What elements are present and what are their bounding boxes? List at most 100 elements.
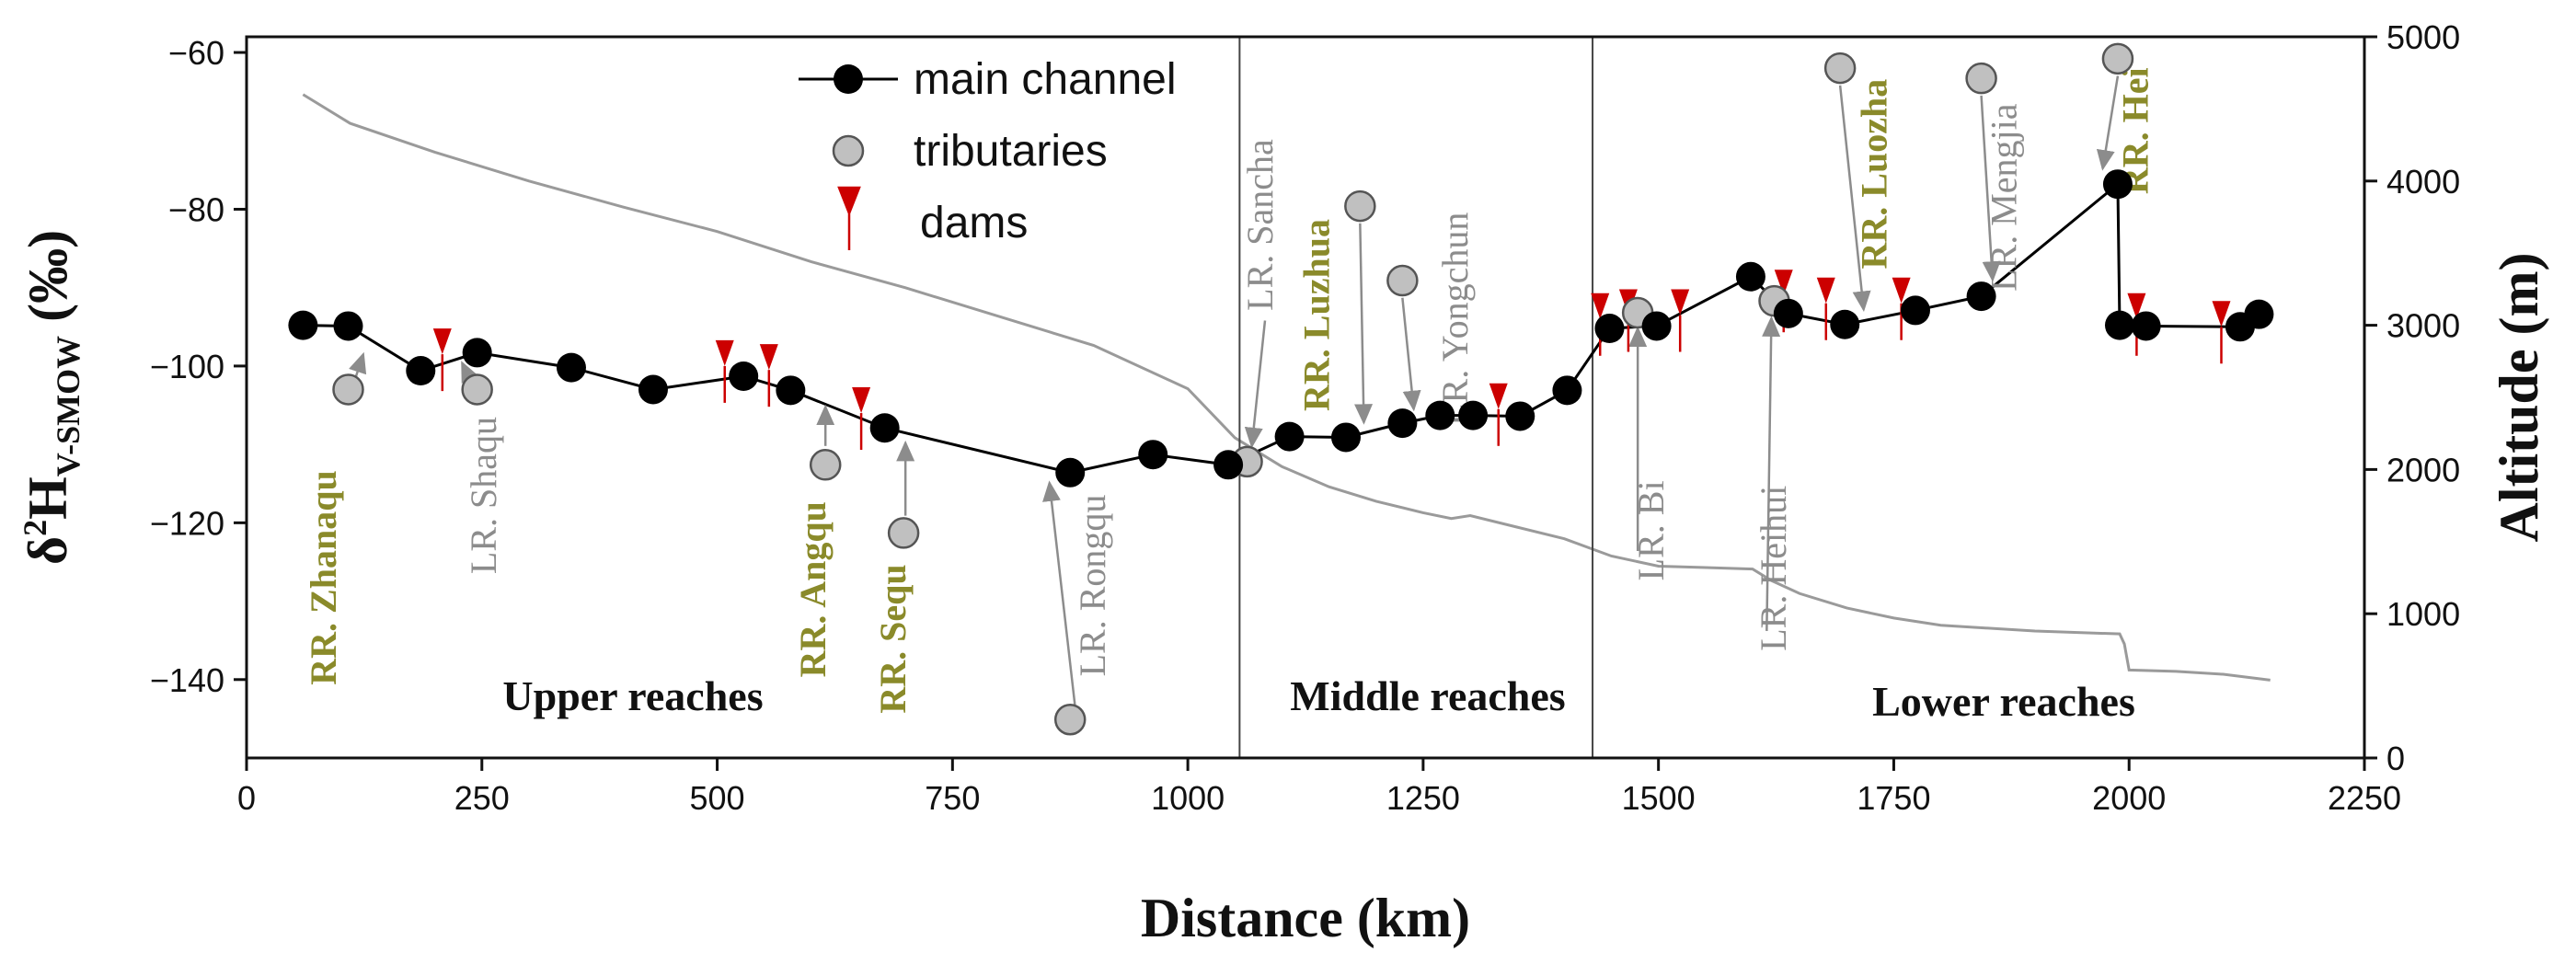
tributary-point-7 bbox=[1386, 264, 1419, 297]
y-right-tick-label-4: 1000 bbox=[2386, 595, 2460, 633]
y-axis-left-title-sub: V-SMOW bbox=[50, 336, 86, 476]
main-channel-point-16 bbox=[1458, 400, 1489, 430]
annotation-arrow-yongchun bbox=[1401, 297, 1421, 412]
tributary-point-4 bbox=[1053, 703, 1087, 736]
y-right-tick-label-1: 4000 bbox=[2386, 163, 2460, 201]
main-channel-point-15 bbox=[1425, 400, 1455, 430]
main-channel-point-11 bbox=[1213, 450, 1244, 480]
y-left-tick-label-4: −140 bbox=[150, 661, 224, 699]
x-tick-label-2: 500 bbox=[690, 779, 745, 817]
dam-marker-flag-3 bbox=[852, 387, 871, 414]
main-channel-point-21 bbox=[1735, 261, 1765, 292]
dam-marker-flag-11 bbox=[2127, 293, 2146, 319]
main-channel-point-0 bbox=[288, 310, 318, 340]
annotation-arrow-sancha bbox=[1244, 320, 1267, 449]
x-tick-label-1: 250 bbox=[454, 779, 510, 817]
region-label-lower: Lower reaches bbox=[1872, 678, 2135, 725]
y-right-tick-label-0: 5000 bbox=[2386, 18, 2460, 56]
dam-marker-flag-1 bbox=[715, 339, 734, 366]
legend-main-label: main channel bbox=[914, 55, 1177, 104]
x-tick-label-4: 1000 bbox=[1151, 779, 1225, 817]
main-channel-point-27 bbox=[2104, 310, 2134, 340]
annotation-arrow-luozha bbox=[1838, 85, 1871, 313]
annotation-label-angqu: RR. Angqu bbox=[792, 501, 834, 677]
y-left-tick-label-2: −100 bbox=[150, 348, 224, 385]
dam-marker-flag-12 bbox=[2212, 301, 2231, 327]
annotation-label-rongqu: LR. Rongqu bbox=[1072, 495, 1113, 677]
dam-marker-flag-9 bbox=[1816, 277, 1835, 304]
x-tick-label-8: 2000 bbox=[2092, 779, 2166, 817]
dam-marker-flag-8 bbox=[1774, 270, 1793, 296]
main-channel-point-6 bbox=[729, 361, 759, 391]
main-channel-point-2 bbox=[406, 356, 436, 386]
x-tick-label-7: 1750 bbox=[1857, 779, 1930, 817]
main-channel-point-30 bbox=[2244, 299, 2274, 329]
annotation-arrow-rongqu bbox=[1042, 480, 1076, 706]
dam-marker-flag-7 bbox=[1671, 289, 1690, 316]
tributary-point-6 bbox=[1344, 189, 1376, 223]
main-channel-point-4 bbox=[556, 352, 586, 383]
main-channel-point-20 bbox=[1641, 311, 1672, 341]
legend-dam-label: dams bbox=[920, 199, 1028, 247]
legend-tributary-marker bbox=[832, 134, 865, 167]
x-tick-label-0: 0 bbox=[237, 779, 256, 817]
main-channel-point-18 bbox=[1552, 375, 1582, 406]
dam-marker-3 bbox=[852, 387, 871, 451]
y-axis-left-title-sup: 2 bbox=[17, 520, 53, 536]
main-channel-point-19 bbox=[1594, 314, 1625, 344]
y-left-tick-label-3: −120 bbox=[150, 504, 224, 542]
annotation-label-zhanaqu: RR. Zhanaqu bbox=[303, 470, 344, 684]
y-left-tick-label-0: −60 bbox=[168, 34, 224, 72]
tributary-point-2 bbox=[809, 449, 842, 481]
annotation-label-luzhua: RR. Luzhua bbox=[1296, 219, 1338, 411]
dam-marker-flag-10 bbox=[1892, 277, 1911, 304]
plot-frame bbox=[245, 35, 2366, 760]
dam-marker-0 bbox=[432, 328, 452, 392]
tributary-point-0 bbox=[332, 373, 364, 406]
x-tick-label-3: 750 bbox=[925, 779, 980, 817]
legend-main-marker bbox=[834, 64, 863, 94]
annotation-label-bi: LR. Bi bbox=[1630, 480, 1672, 580]
main-channel-point-26 bbox=[2102, 169, 2133, 200]
dam-marker-1 bbox=[715, 339, 734, 403]
y-axis-left-title: δ2HV-SMOW (‰) bbox=[17, 230, 86, 565]
main-channel-point-25 bbox=[1966, 281, 1996, 312]
annotation-arrow-hei bbox=[2096, 75, 2120, 171]
y-axis-left-title-main: δ bbox=[17, 536, 78, 565]
y-axis-left-title-unit: (‰) bbox=[17, 230, 78, 336]
main-channel-point-23 bbox=[1830, 309, 1860, 339]
legend: main channel tributaries dams bbox=[799, 55, 1177, 250]
dam-marker-flag-5 bbox=[1591, 293, 1610, 319]
tributary-point-3 bbox=[887, 517, 920, 549]
annotation-arrow-heihui bbox=[1762, 316, 1781, 631]
legend-dam-marker bbox=[837, 186, 861, 250]
main-channel-point-14 bbox=[1387, 408, 1418, 439]
tributary-point-1 bbox=[461, 373, 493, 406]
y-right-tick-label-2: 3000 bbox=[2386, 307, 2460, 345]
y-axis-left-title-rest: H bbox=[17, 476, 78, 520]
dam-marker-2 bbox=[759, 344, 778, 407]
legend-tributary-label: tributaries bbox=[914, 127, 1108, 176]
annotation-label-mengjia: LR. Mengjia bbox=[1983, 103, 2024, 292]
main-channel-point-1 bbox=[333, 311, 363, 341]
annotation-label-sancha: LR. Sancha bbox=[1239, 139, 1281, 311]
main-channel-point-10 bbox=[1138, 440, 1168, 470]
annotation-label-yongchun: LR. Yongchun bbox=[1434, 212, 1476, 426]
main-channel-point-9 bbox=[1055, 457, 1086, 488]
tributary-point-10 bbox=[1823, 52, 1857, 85]
annotation-label-shaqu: LR. Shaqu bbox=[463, 417, 504, 574]
annotation-label-heihui: LR. Heihui bbox=[1753, 486, 1794, 651]
main-channel-point-17 bbox=[1505, 401, 1535, 431]
region-label-middle: Middle reaches bbox=[1290, 672, 1565, 719]
main-channel-point-8 bbox=[869, 413, 900, 443]
y-right-tick-label-3: 2000 bbox=[2386, 451, 2460, 488]
main-channel-point-3 bbox=[462, 338, 492, 368]
annotation-label-luozha: RR. Luozha bbox=[1853, 79, 1894, 270]
dam-marker-4 bbox=[1489, 383, 1508, 446]
x-tick-label-6: 1500 bbox=[1622, 779, 1696, 817]
annotation-label-sequ: RR. Sequ bbox=[872, 564, 914, 713]
dam-marker-7 bbox=[1671, 289, 1690, 352]
region-label-upper: Upper reaches bbox=[502, 672, 763, 719]
main-channel-point-24 bbox=[1900, 295, 1930, 326]
